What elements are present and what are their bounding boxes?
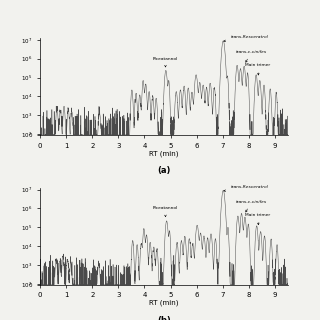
Text: Main trimer: Main trimer — [245, 63, 270, 75]
X-axis label: RT (min): RT (min) — [149, 150, 179, 156]
Text: (a): (a) — [157, 166, 171, 175]
Text: trans-ε-vinifes: trans-ε-vinifes — [236, 200, 267, 212]
Text: trans-Resveratrol: trans-Resveratrol — [224, 185, 268, 192]
Text: Main trimer: Main trimer — [245, 213, 270, 225]
Text: Piceatannol: Piceatannol — [152, 57, 178, 67]
Text: (b): (b) — [157, 316, 171, 320]
X-axis label: RT (min): RT (min) — [149, 300, 179, 306]
Text: trans-ε-vinifes: trans-ε-vinifes — [236, 50, 267, 62]
Text: trans-Resveratrol: trans-Resveratrol — [224, 36, 268, 42]
Text: Piceatannol: Piceatannol — [152, 206, 178, 217]
